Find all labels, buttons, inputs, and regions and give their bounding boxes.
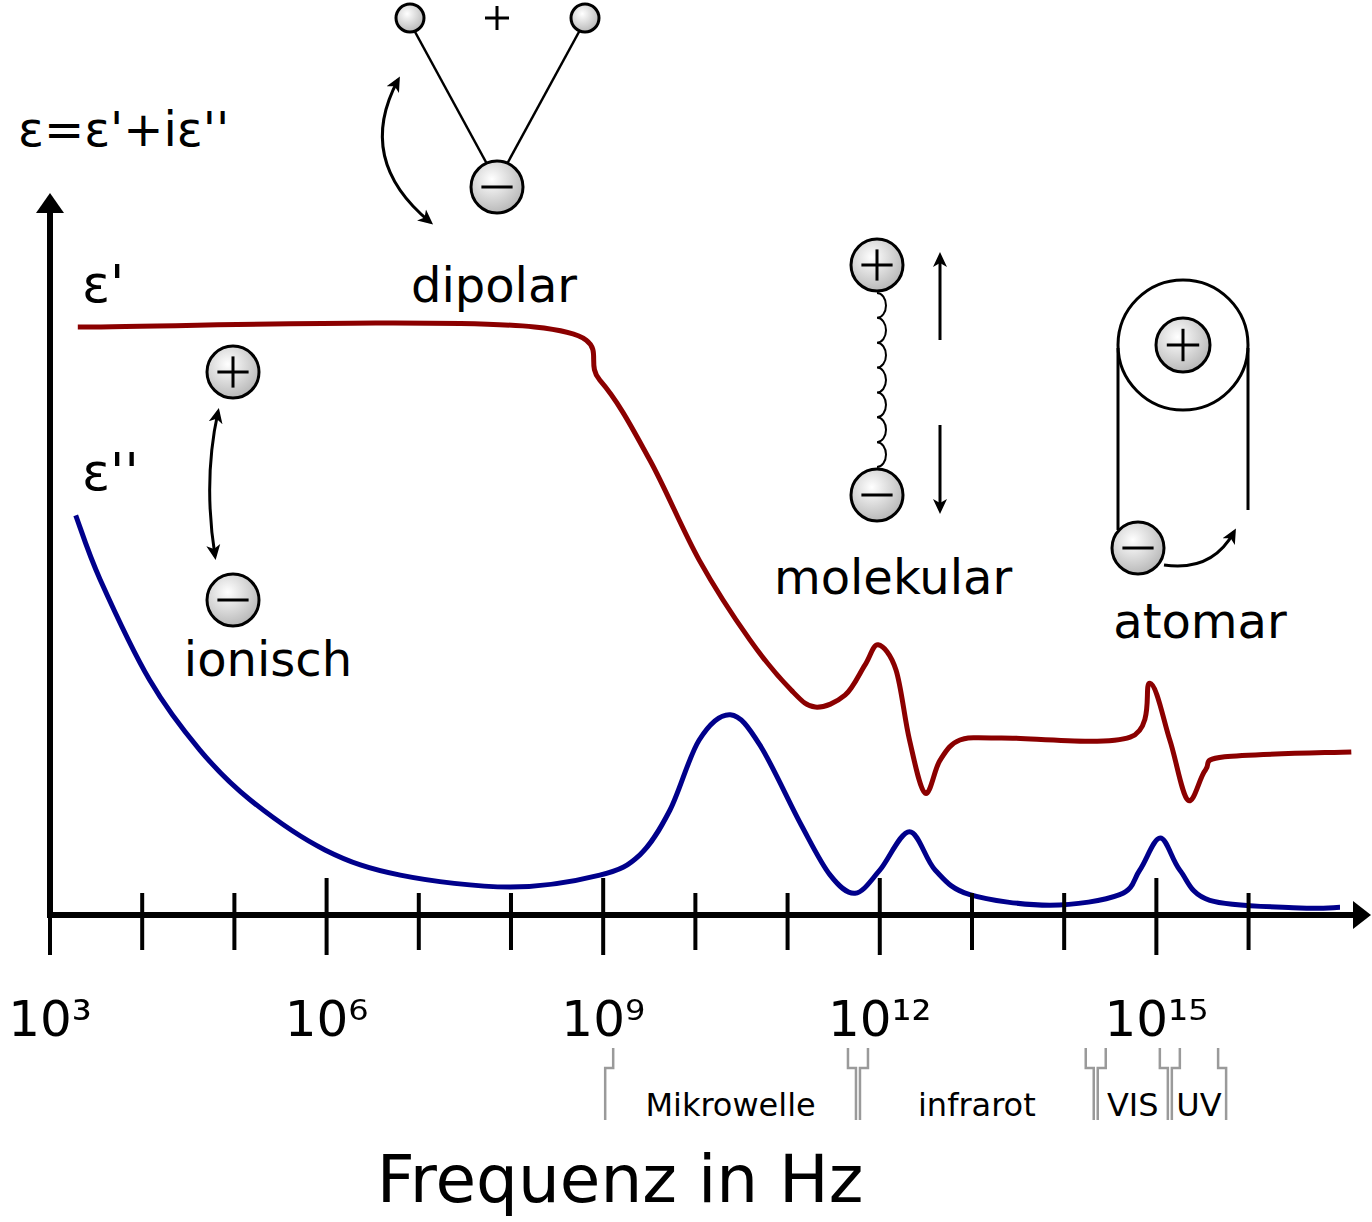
x-axis-arrow <box>1353 901 1371 929</box>
bond <box>414 30 487 164</box>
band-bracket <box>1098 1048 1106 1120</box>
annotation: dipolar <box>411 257 577 313</box>
x-tick <box>693 893 697 950</box>
shell-line <box>1117 348 1120 530</box>
band-label: UV <box>1176 1086 1221 1124</box>
spring <box>877 293 886 467</box>
charge-ball <box>1112 522 1164 574</box>
x-tick-label: 10³ <box>8 990 92 1048</box>
x-tick-label: 10⁹ <box>561 990 645 1048</box>
annotation: molekular <box>774 549 1012 605</box>
curves <box>76 323 1352 908</box>
band-label: Mikrowelle <box>645 1086 815 1124</box>
band-bracket <box>848 1048 856 1120</box>
charge-ball <box>396 4 424 32</box>
x-tick <box>325 878 329 955</box>
charge-ball <box>571 4 599 32</box>
x-tick <box>1062 893 1066 950</box>
y-axis-label: ε=ε'+iε'' <box>18 101 229 157</box>
y-axis-arrow <box>36 193 64 213</box>
rotation-arrow <box>382 80 430 222</box>
x-tick <box>140 893 144 950</box>
band-bracket <box>605 1048 613 1120</box>
vibration-arrow <box>939 425 942 510</box>
x-axis <box>47 912 1357 918</box>
x-tick <box>48 878 52 955</box>
annotation: ionisch <box>184 631 352 687</box>
x-axis-label: Frequenz in Hz <box>377 1141 864 1218</box>
charge-ball <box>471 161 523 213</box>
x-tick <box>1154 878 1158 955</box>
series-line <box>78 323 1352 801</box>
charge-sign <box>481 186 512 189</box>
bands: Mikrowelle infrarot VIS UV <box>605 1048 1226 1124</box>
x-tick <box>878 878 882 955</box>
charge-ball <box>851 239 903 291</box>
charge-sign <box>876 249 879 280</box>
charge-ball <box>1156 318 1210 372</box>
charge-sign <box>1122 547 1153 550</box>
bond <box>507 30 580 164</box>
icons <box>207 4 1248 626</box>
chart: 10³ 10⁶ 10⁹ 10¹² 10¹⁵ ε=ε'+iε'' Frequenz in Hz… <box>0 0 1372 1222</box>
x-tick <box>232 893 236 950</box>
x-tick-label: 10¹² <box>828 990 932 1048</box>
charge-ball <box>207 346 259 398</box>
band-bracket <box>1160 1048 1168 1120</box>
annotation: atomar <box>1113 593 1287 649</box>
shift-arrow <box>1164 532 1234 566</box>
x-tick <box>970 893 974 950</box>
charge-sign <box>217 599 248 602</box>
charge-sign <box>861 494 892 497</box>
charge-ball <box>851 469 903 521</box>
charge-ball <box>207 574 259 626</box>
series-line <box>76 515 1340 908</box>
vibration-arrow <box>939 256 942 340</box>
series-label: ε' <box>82 254 124 314</box>
ion-arrow <box>210 412 218 556</box>
x-tick <box>601 878 605 955</box>
x-tick-label: 10¹⁵ <box>1105 990 1209 1048</box>
x-tick-label: 10⁶ <box>285 990 369 1048</box>
charge-sign <box>232 356 235 387</box>
x-tick <box>509 893 513 950</box>
series-label: ε'' <box>82 442 139 502</box>
y-axis <box>47 207 53 915</box>
charge-sign <box>1182 329 1185 361</box>
band-bracket <box>860 1048 868 1120</box>
electron-shell <box>1118 280 1248 410</box>
x-tick <box>1247 893 1251 950</box>
x-tick <box>417 893 421 950</box>
band-label: VIS <box>1107 1086 1159 1124</box>
band-bracket <box>1086 1048 1094 1120</box>
x-tick <box>786 893 790 950</box>
band-label: infrarot <box>918 1086 1036 1124</box>
charge-sign <box>496 6 499 30</box>
shell-line <box>1247 348 1250 510</box>
